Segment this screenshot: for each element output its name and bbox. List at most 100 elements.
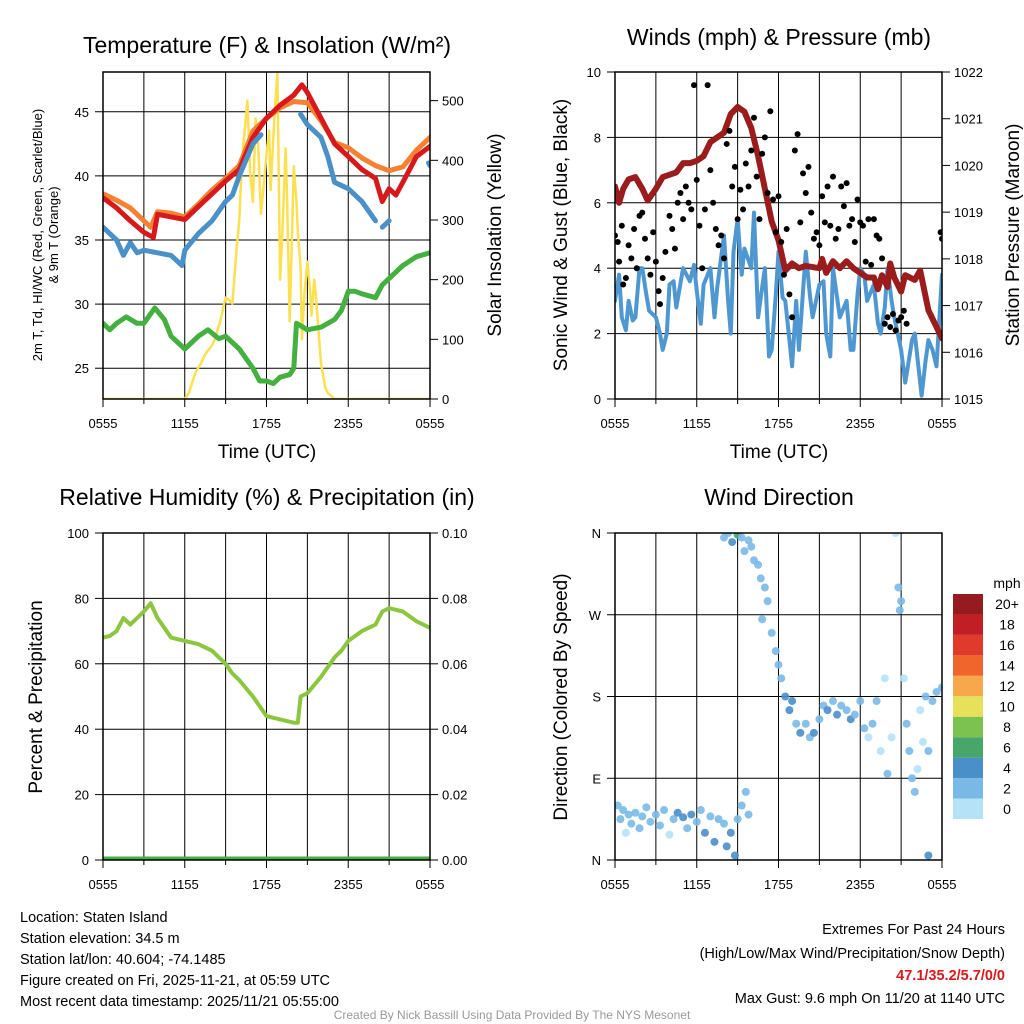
wind-ytick-label: 4 xyxy=(594,261,601,276)
colorbar-label: 4 xyxy=(1003,760,1011,776)
wind-direction-point xyxy=(916,706,925,715)
temp-xtick-label: 0555 xyxy=(416,416,445,431)
wind-direction-point xyxy=(665,830,674,839)
gust-point xyxy=(742,160,749,167)
wind-frame xyxy=(614,71,943,400)
wind-ytick-label: 6 xyxy=(594,196,601,211)
wind-direction-point xyxy=(763,597,772,606)
wind-direction-point xyxy=(651,810,660,819)
gust-point xyxy=(879,255,886,262)
wind-direction-point xyxy=(619,806,628,815)
wind-direction-point xyxy=(932,687,941,696)
gust-point xyxy=(620,281,627,288)
wind-direction-point xyxy=(692,817,701,826)
wind-ytick-label: 0 xyxy=(594,392,601,407)
wind-direction-point xyxy=(740,547,749,556)
rh-xtick-label: 0555 xyxy=(416,877,445,892)
gust-point xyxy=(868,261,875,268)
gust-point xyxy=(656,301,663,308)
extremes-values: 47.1/35.2/5.7/0/0 xyxy=(896,968,1005,984)
gust-point xyxy=(761,134,768,141)
wind-direction-point xyxy=(856,697,865,706)
wind-direction-point xyxy=(928,697,937,706)
colorbar-swatch xyxy=(953,675,983,697)
colorbar-label: 10 xyxy=(999,699,1015,715)
rh-marks xyxy=(103,601,430,860)
wind-ytick-label: 10 xyxy=(587,65,601,80)
gust-point xyxy=(674,199,681,206)
gust-point xyxy=(764,189,771,196)
wind-y2tick-label: 1018 xyxy=(954,252,983,267)
rh-ytick-label: 40 xyxy=(75,722,89,737)
temp-ytick-label: 45 xyxy=(75,105,89,120)
colorbar-title: mph xyxy=(993,575,1020,591)
winddir-ytick-label: S xyxy=(592,690,601,705)
colorbar-label: 14 xyxy=(999,658,1015,674)
colorbar-swatch xyxy=(953,757,983,779)
temp-y2tick-label: 500 xyxy=(442,94,464,109)
colorbar-label: 20+ xyxy=(995,596,1019,612)
gust-point xyxy=(772,229,779,236)
wind-direction-point xyxy=(918,737,927,746)
wind-y2tick-label: 1020 xyxy=(954,158,983,173)
wind-direction-point xyxy=(785,706,794,715)
wind-direction-point xyxy=(726,828,735,837)
wind-direction-point xyxy=(833,710,842,719)
gust-point xyxy=(870,216,877,223)
wind-direction-point xyxy=(635,824,644,833)
gust-point xyxy=(759,150,766,157)
series-sonic-wind xyxy=(615,210,942,398)
wind-direction-point xyxy=(913,765,922,774)
winddir-ytick-label: W xyxy=(589,608,602,623)
wind-direction-point xyxy=(673,808,682,817)
wind-y2tick-label: 1019 xyxy=(954,205,983,220)
temp-panel: 25 30 35 40 45 0 100 200 300 400 500 0555 1155 1755 23… xyxy=(75,71,464,431)
gust-point xyxy=(797,219,804,226)
wind-direction-point xyxy=(860,724,869,733)
gust-point xyxy=(846,222,853,229)
gust-point xyxy=(731,163,738,170)
gust-point xyxy=(618,222,625,229)
gust-point xyxy=(745,183,752,190)
wind-direction-point xyxy=(868,719,877,728)
gust-point xyxy=(903,320,910,327)
temp-ytick-label: 25 xyxy=(75,361,89,376)
gust-point xyxy=(659,275,666,282)
wind-direction-point xyxy=(638,812,647,821)
colorbar-label: 8 xyxy=(1003,719,1011,735)
temp-ytick-label: 30 xyxy=(75,297,89,312)
gust-point xyxy=(729,183,736,190)
gust-point xyxy=(652,258,659,265)
winddir-xtick-label: 1755 xyxy=(764,877,793,892)
temp-xlabel: Time (UTC) xyxy=(218,442,317,463)
wind-direction-point xyxy=(908,774,917,783)
gust-point xyxy=(622,275,629,282)
wind-xtick-label: 0555 xyxy=(928,416,957,431)
wind-direction-point xyxy=(615,801,622,810)
gust-point xyxy=(767,108,774,115)
wind-direction-point xyxy=(774,660,783,669)
wind-direction-point xyxy=(864,733,873,742)
gust-point xyxy=(682,183,689,190)
wind-ytick-label: 8 xyxy=(594,130,601,145)
wind-xtick-label: 1755 xyxy=(764,416,793,431)
wind-direction-point xyxy=(771,647,780,656)
temp-y2tick-label: 300 xyxy=(442,213,464,228)
gust-point xyxy=(862,258,869,265)
temp-xtick-label: 2355 xyxy=(334,416,363,431)
gust-point xyxy=(851,239,858,246)
gust-point xyxy=(631,225,638,232)
colorbar-label: 12 xyxy=(999,678,1015,694)
wind-direction-point xyxy=(837,701,846,710)
wind-y2tick-label: 1017 xyxy=(954,299,983,314)
gust-point xyxy=(854,196,861,203)
wind-direction-point xyxy=(624,810,633,819)
gust-point xyxy=(898,314,905,321)
gust-point xyxy=(876,235,883,242)
rh-xtick-label: 1155 xyxy=(171,877,199,892)
gust-point xyxy=(889,310,896,317)
gust-point xyxy=(737,186,744,193)
gust-point xyxy=(778,239,785,246)
wind-y2tick-label: 1021 xyxy=(954,112,983,127)
